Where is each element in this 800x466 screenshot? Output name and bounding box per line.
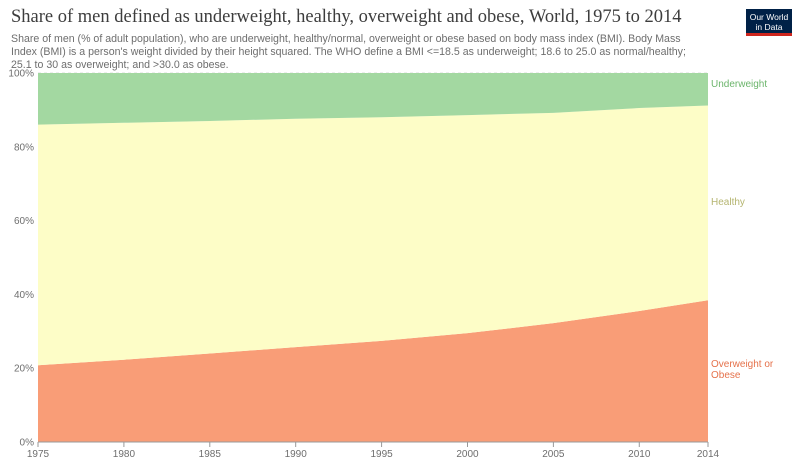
area-series — [38, 73, 708, 442]
y-tick-label: 100% — [8, 69, 34, 80]
y-tick-label: 60% — [14, 216, 34, 227]
logo-text-line1: Our World — [749, 12, 789, 22]
legend-label-overweight-or-obese: Overweight or Obese — [711, 359, 774, 381]
x-tick-label: 2000 — [456, 449, 479, 460]
x-tick-label: 1985 — [199, 449, 222, 460]
legend-label-underweight: Underweight — [711, 79, 767, 90]
legend: Underweight Healthy Overweight or Obese — [711, 79, 774, 381]
logo-text-line2: in Data — [755, 21, 783, 32]
chart-subtitle: Share of men (% of adult population), wh… — [11, 33, 686, 71]
y-tick-label: 80% — [14, 142, 34, 153]
owid-logo[interactable]: Our World in Data — [746, 9, 792, 36]
y-tick-label: 20% — [14, 364, 34, 375]
axes: 0% 20% 40% 60% 80% 100% 1975 1980 1985 1990 1995 20… — [8, 69, 719, 461]
x-tick-label: 2014 — [697, 449, 720, 460]
area-healthy[interactable] — [38, 105, 708, 366]
y-tick-label: 0% — [20, 438, 35, 449]
x-tick-label: 1975 — [27, 449, 50, 460]
x-tick-label: 2005 — [542, 449, 565, 460]
chart-title: Share of men defined as underweight, hea… — [11, 7, 682, 27]
area-overweight-or-obese[interactable] — [38, 300, 708, 442]
legend-label-healthy: Healthy — [711, 197, 745, 208]
x-tick-label: 1990 — [285, 449, 308, 460]
x-tick-label: 1995 — [370, 449, 393, 460]
x-tick-label: 1980 — [113, 449, 136, 460]
area-underweight[interactable] — [38, 73, 708, 125]
y-tick-label: 40% — [14, 290, 34, 301]
x-tick-label: 2010 — [628, 449, 651, 460]
